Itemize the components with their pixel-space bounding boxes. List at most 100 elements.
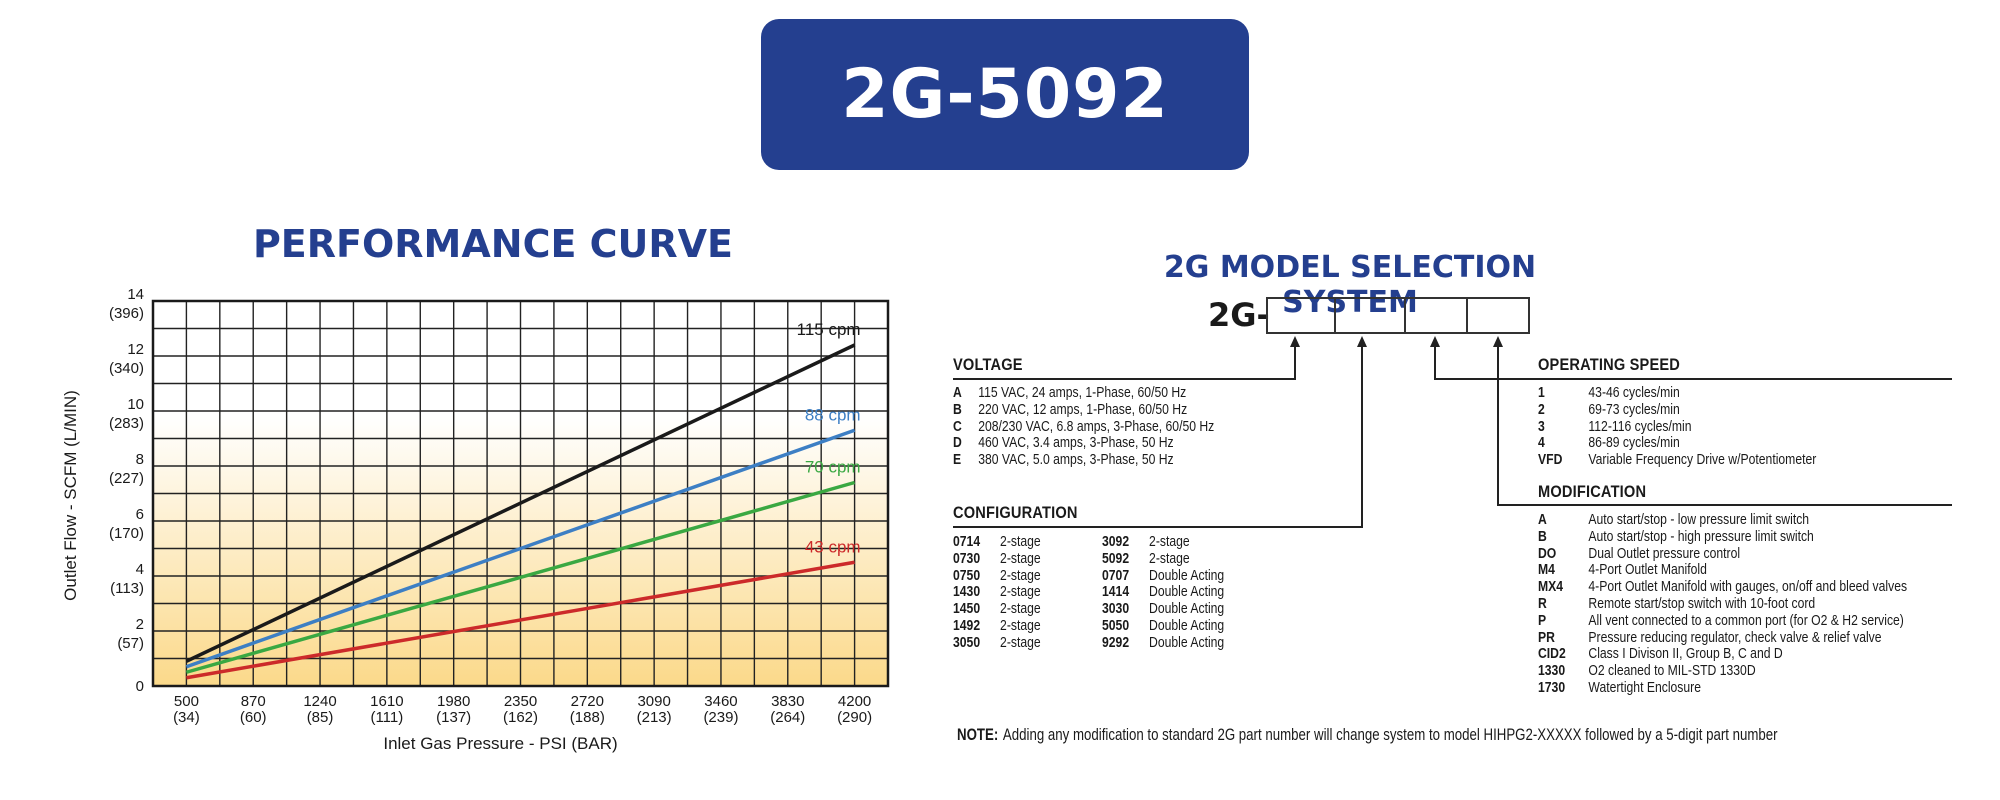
modification-item: M4 4-Port Outlet Manifold <box>1538 562 1707 579</box>
y-tick-label: 8 <box>136 451 144 468</box>
voltage-code-box[interactable] <box>1266 297 1336 334</box>
configuration-item: 3092 2-stage <box>1102 534 1190 550</box>
voltage-leader-line <box>1294 346 1296 380</box>
y-tick-sublabel: (340) <box>109 360 144 377</box>
y-tick-sublabel: (227) <box>109 470 144 487</box>
voltage-item: C 208/230 VAC, 6.8 amps, 3-Phase, 60/50 H… <box>953 418 1215 435</box>
y-axis-title: Outlet Flow - SCFM (L/MIN) <box>61 390 80 601</box>
footnote: NOTE: Adding any modification to standard… <box>957 725 1778 745</box>
x-tick-label: 500 <box>174 693 199 710</box>
modification-leader-line <box>1497 346 1499 506</box>
speed-code-box[interactable] <box>1404 297 1468 334</box>
configuration-item: 0714 2-stage <box>953 534 1041 550</box>
speed-arrow <box>1430 336 1440 347</box>
series-line-115-cpm <box>185 343 856 663</box>
y-tick-sublabel: (57) <box>117 635 144 652</box>
x-tick-label: 870 <box>241 693 266 710</box>
series-line-88-cpm <box>185 428 856 669</box>
modification-code-box[interactable] <box>1466 297 1530 334</box>
configuration-item: 1430 2-stage <box>953 584 1041 601</box>
series-line-43-cpm <box>186 560 855 680</box>
configuration-item: 0707 Double Acting <box>1102 567 1225 584</box>
operating-speed-list: 1 43-46 cycles/min 2 69-73 cycles/min 3 112… <box>1538 385 1869 469</box>
modification-item: MX4 4-Port Outlet Manifold with gauges, o… <box>1538 579 1908 596</box>
y-tick-label: 2 <box>136 616 144 633</box>
y-tick-label: 0 <box>136 678 144 695</box>
model-title: 2G-5092 <box>841 55 1169 134</box>
configuration-code-box[interactable] <box>1334 297 1406 334</box>
x-tick-label: 1610 <box>370 693 403 710</box>
modification-item: R Remote start/stop switch with 10-foot c… <box>1538 595 1816 612</box>
configuration-item: 1414 Double Acting <box>1102 584 1225 601</box>
speed-leader-line <box>1434 346 1436 380</box>
configuration-item: 1492 2-stage <box>953 617 1041 634</box>
x-tick-label: 1240 <box>303 693 336 710</box>
speed-item: 4 86-89 cycles/min <box>1538 435 1680 452</box>
configuration-item: 1450 2-stage <box>953 601 1041 618</box>
y-tick-sublabel: (170) <box>109 525 144 542</box>
x-tick-label: 3460 <box>704 693 737 710</box>
y-tick-label: 12 <box>127 341 144 358</box>
y-tick-sublabel: (396) <box>109 305 144 322</box>
x-tick-sublabel: (137) <box>436 709 471 726</box>
x-tick-label: 3830 <box>771 693 804 710</box>
x-tick-sublabel: (264) <box>770 709 805 726</box>
x-tick-label: 2720 <box>571 693 604 710</box>
series-label: 70 cpm <box>805 458 861 477</box>
x-tick-sublabel: (188) <box>570 709 605 726</box>
configuration-list-right: 3092 2-stage 5092 2-stage 0707 Double Actin… <box>1102 534 1247 652</box>
modification-item: P All vent connected to a common port (fo… <box>1538 612 1904 629</box>
configuration-item: 5092 2-stage <box>1102 550 1190 567</box>
modification-item: A Auto start/stop - low pressure limit sw… <box>1538 512 1810 528</box>
model-selection-title: 2G MODEL SELECTION SYSTEM <box>1163 250 1537 320</box>
modification-heading: MODIFICATION <box>1538 482 1647 501</box>
y-tick-label: 6 <box>136 506 144 523</box>
performance-chart: 115 cpm 88 cpm 70 cpm 43 cpm 500(34) 870(60) 1… <box>61 286 890 753</box>
speed-item: 3 112-116 cycles/min <box>1538 418 1692 435</box>
x-axis-title: Inlet Gas Pressure - PSI (BAR) <box>383 734 617 753</box>
note-text: Adding any modification to standard 2G p… <box>1002 725 1778 744</box>
configuration-arrow <box>1357 336 1367 347</box>
configuration-leader-line <box>1361 346 1363 528</box>
y-tick-sublabel: (283) <box>109 415 144 432</box>
series-label: 115 cpm <box>797 320 861 339</box>
model-title-banner: 2G-5092 <box>761 19 1249 170</box>
y-tick-label: 4 <box>136 561 144 578</box>
voltage-list: A 115 VAC, 24 amps, 1-Phase, 60/50 Hz B 22… <box>953 385 1264 469</box>
configuration-list-left: 0714 2-stage 0730 2-stage 0750 2-stage 1430… <box>953 534 1057 652</box>
x-tick-label: 2350 <box>504 693 537 710</box>
operating-speed-heading: OPERATING SPEED <box>1538 355 1681 374</box>
speed-underline <box>1434 378 1952 380</box>
voltage-item: A 115 VAC, 24 amps, 1-Phase, 60/50 Hz <box>953 385 1187 401</box>
modification-item: PR Pressure reducing regulator, check val… <box>1538 629 1882 646</box>
x-tick-label: 1980 <box>437 693 470 710</box>
configuration-item: 3030 Double Acting <box>1102 601 1225 618</box>
series-line-70-cpm <box>185 480 856 674</box>
x-tick-sublabel: (60) <box>240 709 267 726</box>
speed-item: VFD Variable Frequency Drive w/Potentiome… <box>1538 452 1817 469</box>
configuration-item: 0750 2-stage <box>953 567 1041 584</box>
modification-list: A Auto start/stop - low pressure limit sw… <box>1538 512 1977 697</box>
x-tick-sublabel: (111) <box>370 709 403 726</box>
modification-item: 1330 O2 cleaned to MIL-STD 1330D <box>1538 663 1756 680</box>
x-tick-sublabel: (239) <box>703 709 738 726</box>
modification-item: B Auto start/stop - high pressure limit s… <box>1538 528 1814 545</box>
part-number-prefix: 2G- <box>1208 296 1270 334</box>
voltage-item: E 380 VAC, 5.0 amps, 3-Phase, 50 Hz <box>953 452 1174 469</box>
configuration-underline <box>953 526 1363 528</box>
performance-curve-title: PERFORMANCE CURVE <box>252 222 734 266</box>
plot-frame <box>151 299 890 688</box>
modification-arrow <box>1493 336 1503 347</box>
x-tick-sublabel: (34) <box>173 709 200 726</box>
configuration-item: 3050 2-stage <box>953 634 1041 651</box>
configuration-item: 9292 Double Acting <box>1102 634 1225 651</box>
voltage-item: B 220 VAC, 12 amps, 1-Phase, 60/50 Hz <box>953 401 1188 418</box>
configuration-item: 0730 2-stage <box>953 550 1041 567</box>
x-tick-sublabel: (85) <box>307 709 334 726</box>
modification-item: DO Dual Outlet pressure control <box>1538 545 1741 562</box>
voltage-item: D 460 VAC, 3.4 amps, 3-Phase, 50 Hz <box>953 435 1174 452</box>
speed-item: 1 43-46 cycles/min <box>1538 385 1680 401</box>
speed-item: 2 69-73 cycles/min <box>1538 401 1680 418</box>
modification-item: CID2 Class I Divison II, Group B, C and D <box>1538 646 1783 663</box>
y-tick-label: 14 <box>127 286 144 303</box>
